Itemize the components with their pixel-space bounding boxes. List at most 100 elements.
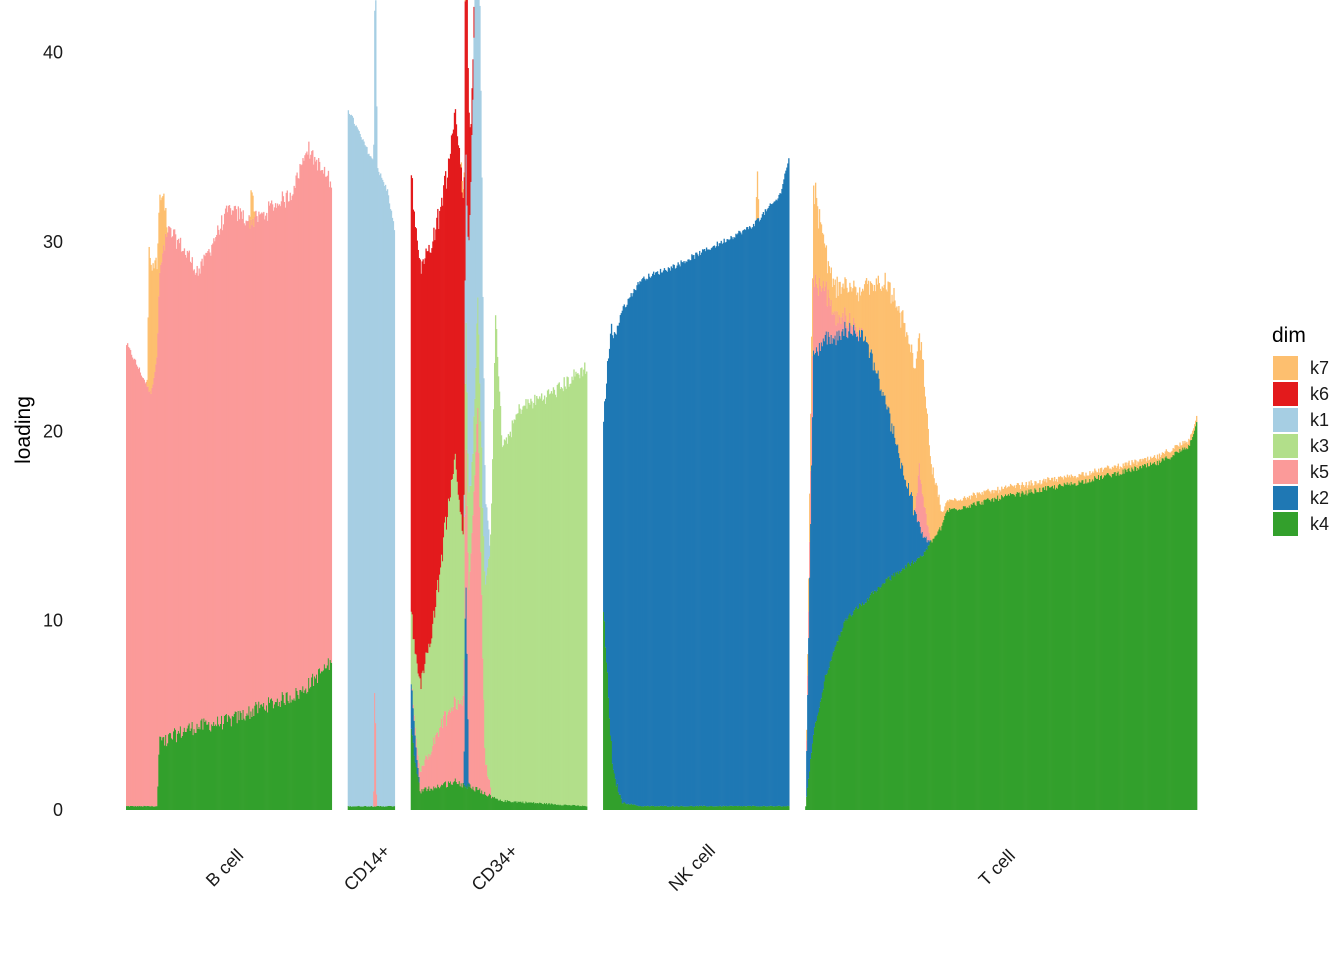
- bar-segment-k2: [622, 306, 624, 804]
- bar-segment-k4: [1030, 489, 1032, 810]
- bar-segment-k7: [1071, 475, 1073, 485]
- bar-segment-k3: [539, 396, 541, 803]
- bar-segment-k4: [1136, 470, 1138, 810]
- bar-segment-k4: [772, 806, 774, 810]
- bar-segment-k3: [433, 610, 435, 738]
- bar-segment-k2: [418, 776, 420, 783]
- bar-segment-k2: [605, 383, 608, 663]
- bar-segment-k2: [766, 209, 768, 807]
- bar-segment-k2: [614, 333, 617, 779]
- bar-segment-k4: [1071, 484, 1073, 810]
- bar-segment-k7: [830, 267, 832, 301]
- bar-segment-k7: [937, 497, 939, 532]
- bar-segment-k7: [1022, 484, 1024, 493]
- bar-segment-k7: [1120, 467, 1122, 475]
- bar-segment-k4: [195, 732, 197, 810]
- bar-segment-k2: [463, 751, 465, 785]
- bar-segment-k4: [158, 754, 160, 810]
- bar-segment-k4: [952, 508, 954, 810]
- bar-segment-k7: [1090, 474, 1092, 483]
- bar-segment-k2: [674, 268, 676, 807]
- bar-segment-k4: [295, 687, 297, 810]
- bar-segment-k2: [775, 199, 777, 807]
- bar-segment-k2: [869, 352, 872, 595]
- bar-segment-k4: [363, 806, 365, 810]
- bar-segment-k7: [847, 292, 849, 328]
- bar-segment-k7: [146, 379, 148, 387]
- bar-segment-k7: [857, 292, 859, 332]
- bar-segment-k2: [830, 334, 832, 661]
- bar-segment-k4: [959, 509, 962, 810]
- bar-segment-k7: [1070, 474, 1072, 482]
- bar-segment-k7: [1016, 483, 1019, 492]
- bar-segment-k3: [584, 362, 586, 806]
- bar-segment-k4: [1174, 451, 1176, 810]
- bar-segment-k7: [958, 500, 961, 510]
- bar-segment-k5: [815, 283, 818, 348]
- bar-segment-k5: [857, 331, 859, 337]
- bar-segment-k2: [918, 521, 921, 558]
- bar-segment-k2: [827, 331, 830, 671]
- bar-segment-k4: [1060, 485, 1063, 810]
- bar-segment-k5: [208, 249, 210, 722]
- bar-segment-k4: [514, 801, 516, 810]
- bar-segment-k4: [880, 586, 882, 810]
- bar-segment-k1: [353, 123, 355, 807]
- bar-segment-k5: [309, 158, 311, 689]
- bar-segment-k2: [903, 475, 905, 569]
- bar-segment-k4: [254, 705, 256, 810]
- bar-segment-k4: [517, 801, 519, 810]
- bar-segment-k3: [542, 399, 545, 805]
- bar-segment-k2: [694, 258, 696, 807]
- bar-segment-k1: [485, 504, 487, 585]
- bar-segment-k5: [259, 214, 261, 709]
- bar-segment-k4: [364, 805, 366, 810]
- bar-segment-k7: [824, 247, 827, 287]
- bar-segment-k3: [507, 434, 510, 802]
- bar-segment-k4: [230, 726, 233, 810]
- bar-segment-k3: [410, 611, 413, 685]
- bar-segment-k4: [153, 806, 155, 810]
- bar-segment-k4: [691, 805, 693, 810]
- bar-segment-k7: [906, 332, 908, 487]
- bar-segment-k3: [515, 414, 517, 802]
- bar-segment-k4: [1053, 488, 1055, 810]
- bar-segment-k4: [750, 806, 753, 810]
- bar-segment-k3: [502, 445, 505, 802]
- bar-segment-k7: [882, 288, 884, 392]
- bar-segment-k1: [386, 189, 389, 807]
- bar-segment-k7: [985, 490, 987, 500]
- bar-segment-k5: [230, 214, 233, 727]
- bar-segment-k7: [907, 335, 909, 489]
- bar-segment-k2: [606, 361, 609, 673]
- bar-segment-k4: [574, 804, 576, 810]
- bar-segment-k5: [432, 745, 434, 791]
- y-tick-label: 20: [43, 421, 63, 441]
- bar-segment-k3: [583, 369, 585, 806]
- bar-segment-k4: [445, 787, 448, 810]
- bar-segment-k7: [966, 497, 969, 508]
- bar-segment-k7: [1048, 477, 1050, 486]
- bar-segment-k4: [991, 498, 993, 810]
- bar-segment-k5: [256, 216, 258, 705]
- bar-segment-k7: [902, 310, 904, 466]
- bar-segment-k5: [313, 164, 315, 686]
- bar-segment-k4: [657, 806, 660, 810]
- bar-segment-k7: [809, 493, 811, 542]
- bar-segment-k4: [651, 805, 653, 810]
- bar-segment-k4: [921, 556, 924, 810]
- bar-segment-k4: [544, 804, 547, 810]
- bar-segment-k4: [753, 805, 756, 810]
- bar-segment-k5: [450, 707, 453, 785]
- bar-segment-k7: [916, 351, 919, 493]
- bar-segment-k7: [808, 578, 810, 612]
- bar-segment-k4: [251, 716, 253, 810]
- bar-segment-k6: [430, 252, 432, 644]
- bar-segment-k3: [563, 377, 565, 805]
- bar-segment-k4: [425, 787, 427, 810]
- bar-segment-k7: [1102, 469, 1105, 478]
- bar-segment-k3: [579, 378, 581, 807]
- bar-segment-k4: [449, 781, 452, 810]
- bar-segment-k5: [279, 206, 282, 707]
- bar-segment-k7: [911, 353, 914, 496]
